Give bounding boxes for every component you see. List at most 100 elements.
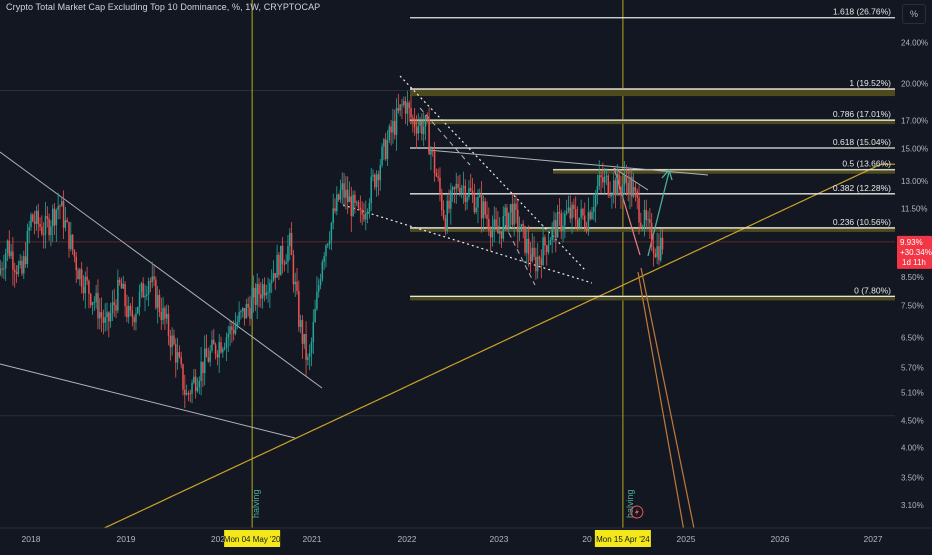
candle-body [305, 333, 307, 360]
candle-body [308, 352, 311, 357]
candle-body [553, 220, 555, 227]
candle-body [578, 217, 581, 227]
candle-body [415, 127, 418, 134]
candle-body [51, 208, 54, 227]
candle-body [251, 297, 253, 319]
candle-body [567, 207, 570, 212]
candle-body [151, 276, 153, 283]
candle-body [370, 176, 372, 204]
candle-body [73, 250, 76, 257]
scale-toggle-button[interactable]: % [902, 4, 926, 24]
candle-body [296, 281, 298, 291]
candle-body [455, 183, 458, 189]
candle-body [124, 283, 126, 307]
candle-body [462, 185, 465, 189]
candle-body [520, 224, 523, 232]
trendline [0, 363, 296, 439]
candle-body [549, 240, 552, 245]
candle-body [337, 194, 340, 200]
candle-body [417, 125, 420, 134]
candle-body [377, 174, 380, 181]
candle-body [643, 209, 646, 227]
x-tick-label: 2025 [677, 534, 696, 544]
candle-body [267, 292, 269, 294]
y-tick-label: 11.50% [901, 205, 928, 214]
candle-body [573, 204, 575, 210]
candle-body [231, 326, 233, 330]
growth-curve [58, 163, 907, 550]
candle-body [502, 216, 505, 239]
candle-body [126, 306, 128, 318]
candle-body [562, 225, 564, 231]
candle-body [176, 352, 179, 363]
candle-body [97, 293, 99, 319]
candle-body [62, 201, 65, 228]
candle-body [457, 183, 459, 188]
red-decline-line [613, 167, 641, 256]
candle-body [46, 216, 49, 219]
candle-body [406, 102, 409, 114]
candle-body [48, 218, 50, 236]
y-tick-label: 3.50% [901, 474, 924, 483]
candle-body [155, 279, 157, 308]
candle-body [574, 209, 577, 221]
candle-body [30, 214, 32, 228]
grid [0, 0, 895, 528]
x-tick-label: 2021 [303, 534, 322, 544]
candle-body [444, 218, 447, 231]
candle-body [120, 282, 123, 289]
candle-body [258, 284, 260, 295]
x-axis[interactable]: 2018 2019 202 2021 2022 2023 20 2025 2026 2027 Mon… [0, 527, 932, 550]
candle-body [375, 174, 378, 188]
candle-body [281, 245, 284, 264]
candle-body [513, 203, 515, 225]
y-tick-label: 5.10% [901, 388, 924, 397]
candle-body [93, 302, 96, 304]
candle-body [560, 213, 562, 231]
candle-body [298, 290, 300, 327]
candle-body [332, 208, 334, 223]
candle-body [544, 237, 546, 246]
y-tick-label: 5.70% [901, 363, 924, 372]
candle-body [524, 226, 526, 253]
candle-body [28, 227, 30, 231]
y-tick-label: 20.00% [901, 80, 928, 89]
candle-body [339, 189, 342, 200]
halving-label: halving [251, 489, 261, 518]
candle-body [354, 194, 356, 203]
crosshair-date-bg [594, 530, 651, 547]
y-axis-panel [895, 0, 932, 550]
y-axis[interactable]: 24.00%20.00%17.00%15.00%13.00%11.50%10.0… [895, 0, 932, 550]
candle-body [118, 279, 121, 283]
candle-body [593, 207, 595, 212]
candle-body [621, 184, 624, 194]
last-price-change: +30.34% [900, 248, 932, 257]
candle-body [390, 126, 392, 133]
candle-body [511, 204, 514, 225]
candle-body [71, 234, 74, 251]
candle-body [24, 256, 27, 265]
candle-body [591, 211, 593, 219]
candle-body [631, 176, 633, 197]
candle-body [289, 232, 291, 246]
candle-body [113, 302, 115, 306]
candle-body [274, 273, 277, 278]
candle-body [526, 238, 528, 253]
candle-body [185, 393, 188, 395]
candle-body [82, 286, 85, 294]
candle-body [368, 203, 371, 212]
candle-body [117, 279, 119, 311]
candle-body [50, 226, 52, 236]
candle-body [41, 226, 43, 235]
candle-body [536, 256, 539, 272]
candle-body [225, 337, 228, 348]
candle-body [173, 335, 175, 345]
candle-body [527, 238, 530, 255]
candle-body [243, 307, 246, 319]
candle-body [95, 293, 97, 303]
x-tick-label: 20 [582, 534, 592, 544]
candle-body [515, 203, 517, 210]
candle-body [314, 309, 316, 323]
